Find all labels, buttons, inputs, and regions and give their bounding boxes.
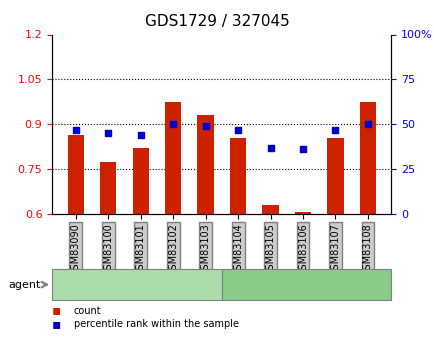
Bar [132,148,148,214]
Point [169,121,176,127]
Bar [359,102,375,214]
Point [234,127,241,132]
Point [331,127,338,132]
Point [105,130,112,136]
Point [202,123,209,129]
Bar [230,138,246,214]
Bar [294,213,310,214]
Point [266,145,273,150]
Text: miR-122 antisense oligonucleotide: miR-122 antisense oligonucleotide [222,280,390,289]
Text: ▪: ▪ [52,304,62,317]
Text: count: count [74,306,102,315]
Point [364,121,371,127]
Point [137,132,144,138]
Bar [67,135,84,214]
Text: ▪: ▪ [52,317,62,331]
Text: percentile rank within the sample: percentile rank within the sample [74,319,238,329]
Bar [262,205,278,214]
Bar [197,115,213,214]
Point [299,147,306,152]
Text: agent: agent [9,280,41,289]
Text: GDS1729 / 327045: GDS1729 / 327045 [145,14,289,29]
Text: control: control [118,280,156,289]
Bar [164,102,181,214]
Bar [100,161,116,214]
Bar [327,138,343,214]
Point [72,127,79,132]
